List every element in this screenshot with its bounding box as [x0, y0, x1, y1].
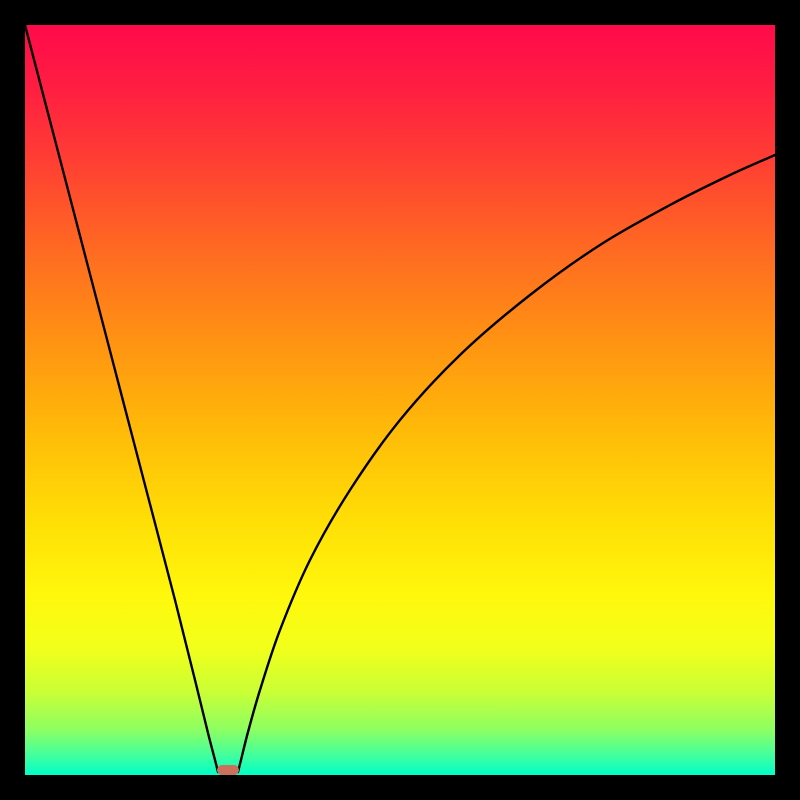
plot-area: [25, 25, 775, 775]
min-marker: [217, 765, 239, 775]
chart-container: TheBottleneck.com: [0, 0, 800, 800]
bottleneck-chart: [0, 0, 800, 800]
